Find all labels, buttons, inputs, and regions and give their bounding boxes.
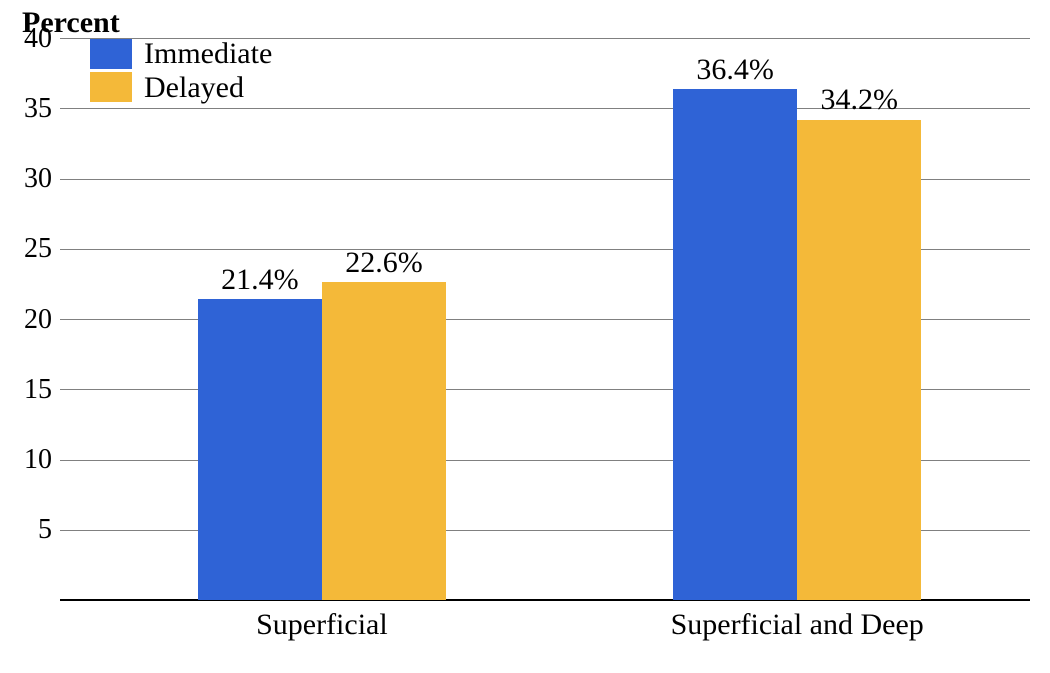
bar-immediate — [673, 89, 797, 600]
legend-swatch-delayed — [90, 72, 132, 102]
bar-value-label: 36.4% — [665, 53, 805, 87]
y-tick-label: 40 — [0, 23, 52, 55]
category-label: Superficial and Deep — [597, 608, 997, 642]
y-tick-label: 15 — [0, 374, 52, 406]
plot-area: 21.4%22.6% 36.4%34.2% — [60, 38, 1030, 600]
y-tick-label: 5 — [0, 514, 52, 546]
legend-label-immediate: Immediate — [144, 38, 272, 70]
bar-delayed — [322, 282, 446, 600]
legend-item-immediate: Immediate — [90, 38, 272, 70]
bar-value-label: 21.4% — [190, 263, 330, 297]
bar-value-label: 34.2% — [789, 83, 929, 117]
y-tick-label: 20 — [0, 304, 52, 336]
y-tick-label: 30 — [0, 163, 52, 195]
bar-immediate — [198, 299, 322, 600]
bar-delayed — [797, 120, 921, 601]
y-tick-label: 35 — [0, 93, 52, 125]
y-tick-label: 10 — [0, 444, 52, 476]
legend: Immediate Delayed — [90, 38, 272, 103]
bar-chart: Percent 21.4%22.6%36.4%34.2% Immediate D… — [0, 0, 1050, 673]
legend-swatch-immediate — [90, 39, 132, 69]
legend-item-delayed: Delayed — [90, 72, 272, 104]
y-tick-label: 25 — [0, 233, 52, 265]
legend-label-delayed: Delayed — [144, 72, 244, 104]
bar-value-label: 22.6% — [314, 246, 454, 280]
category-label: Superficial — [122, 608, 522, 642]
